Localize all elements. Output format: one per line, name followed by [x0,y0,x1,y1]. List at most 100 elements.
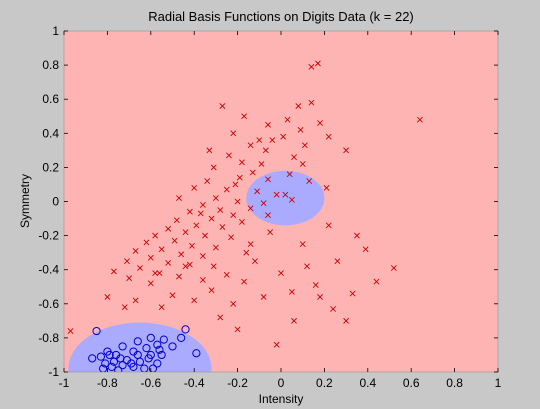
circle-point [168,342,177,351]
cross-point [182,263,189,270]
cross-point [232,181,239,188]
cross-point [282,191,289,198]
cross-point [273,191,280,198]
cross-point [210,263,217,270]
cross-point [152,270,159,277]
cross-point [265,212,271,219]
cross-point [202,232,208,239]
cross-point [349,290,356,297]
cross-point [308,99,315,106]
cross-point [265,121,271,128]
circle-point [118,342,127,351]
circle-point [127,359,136,368]
x-tick-label: 0.6 [403,376,420,390]
cross-point [288,196,295,203]
cross-point [206,147,213,154]
cross-point [247,241,254,248]
circle-point [192,349,201,358]
cross-point [288,288,295,295]
cross-point [176,273,182,280]
cross-point [156,270,163,277]
cross-point [228,234,235,241]
x-tick-label: -0.8 [97,376,118,390]
cross-point [165,225,172,232]
cross-point [191,297,198,304]
cross-point [260,294,267,300]
circle-point [157,350,166,360]
cross-point [219,224,226,230]
cross-point [373,278,380,285]
y-tick-label: 0.8 [42,58,59,72]
cross-point [273,341,280,348]
circle-point [148,364,158,372]
x-axis-ticks: -1 -0.8 -0.6 -0.4 -0.2 0 0.2 0.4 0.6 0.8 1 [59,31,502,390]
cross-point [199,253,206,259]
cross-point [182,229,189,236]
cross-point [230,300,237,307]
x-tick-label: 1 [495,376,502,390]
cross-point [143,239,150,246]
cross-point [152,232,159,239]
cross-point [299,161,306,167]
cross-point [258,161,265,167]
cross-point [158,246,165,253]
cross-point [104,294,111,300]
cross-point [284,116,291,123]
cross-point [304,263,310,270]
cross-point [191,184,198,191]
chart-title: Radial Basis Functions on Digits Data (k… [148,9,414,24]
circle-point [111,350,121,360]
cross-point [291,154,297,161]
cross-point [362,246,369,253]
cross-point [249,169,256,176]
cross-point [269,137,276,144]
cross-point [299,241,306,248]
circle-point [92,326,101,336]
cross-point [186,208,193,215]
cross-point [121,304,128,311]
cross-point [165,259,172,266]
x-tick-label: 0 [278,376,285,390]
cross-point [234,198,241,205]
cross-point [212,244,219,251]
circle-point [98,364,108,372]
cross-point [312,282,319,288]
cross-point [176,195,182,202]
circle-point [114,366,123,372]
y-tick-label: 0.2 [42,160,59,174]
cross-point [416,116,423,123]
cross-point [265,176,271,183]
cross-point [226,152,232,159]
y-tick-label: 0.4 [42,126,59,140]
x-tick-label: -1 [59,376,70,390]
x-tick-label: -0.6 [140,376,161,390]
cross-point [317,294,323,300]
cross-point [126,275,133,282]
y-tick-label: 0.6 [42,92,59,106]
cross-point [325,133,332,140]
cross-point [390,265,397,271]
cross-point [343,147,350,154]
cross-point [267,229,274,236]
circle-point [146,350,155,360]
cross-point [147,254,154,261]
cross-point [323,184,330,191]
cross-point [171,237,178,244]
cross-point [124,258,130,265]
y-tick-label: -0.2 [38,229,59,243]
cross-point [334,258,341,265]
circle-point [107,362,116,371]
cross-point [295,103,302,109]
cross-point [241,113,248,120]
cross-point [239,159,245,166]
cross-point [147,280,154,287]
cross-point [193,222,200,229]
x-axis-label: Intensity [259,392,304,406]
y-tick-label: -0.4 [38,263,59,277]
cross-point [252,258,258,265]
circle-point [159,335,168,344]
cross-point [325,222,332,229]
cross-point [158,304,165,311]
circle-point [155,345,164,354]
